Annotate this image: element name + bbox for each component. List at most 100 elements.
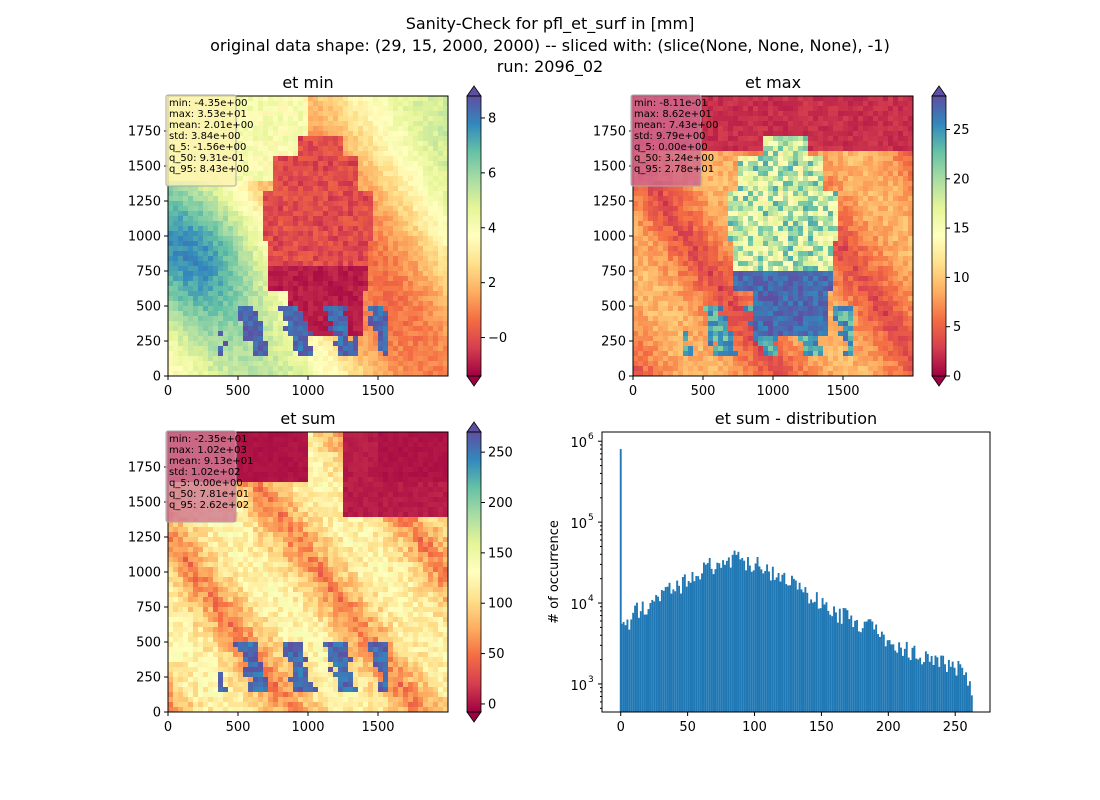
heatmap-cell xyxy=(443,226,449,232)
heatmap-cell xyxy=(748,341,754,347)
heatmap-cell xyxy=(668,236,674,242)
heatmap-cell xyxy=(443,106,449,112)
heatmap-cell xyxy=(713,181,719,187)
heatmap-cell xyxy=(243,236,249,242)
heatmap-cell xyxy=(188,201,194,207)
heatmap-cell xyxy=(268,186,274,192)
heatmap-cell xyxy=(633,241,639,247)
heatmap-cell xyxy=(418,161,424,167)
heatmap-cell xyxy=(403,241,409,247)
heatmap-cell xyxy=(268,126,274,132)
heatmap-cell xyxy=(378,171,384,177)
heatmap-cell xyxy=(363,266,369,272)
heatmap-cell xyxy=(233,271,239,277)
heatmap-cell xyxy=(633,191,639,197)
heatmap-cell xyxy=(308,156,314,162)
heatmap-cell xyxy=(753,311,759,317)
heatmap-cell xyxy=(343,201,349,207)
heatmap-cell xyxy=(328,151,334,157)
heatmap-cell xyxy=(708,136,714,142)
heatmap-cell xyxy=(668,331,674,337)
heatmap-cell xyxy=(278,261,284,267)
heatmap-cell xyxy=(738,261,744,267)
stats-line: min: -4.35e+00 xyxy=(169,98,248,109)
heatmap-cell xyxy=(413,171,419,177)
heatmap-cell xyxy=(358,141,364,147)
heatmap-cell xyxy=(378,226,384,232)
heatmap-cell xyxy=(418,116,424,122)
heatmap-cell xyxy=(393,311,399,317)
heatmap-cell xyxy=(233,216,239,222)
heatmap-cell xyxy=(203,251,209,257)
heatmap-cell xyxy=(398,106,404,112)
heatmap-cell xyxy=(698,186,704,192)
heatmap-cell xyxy=(743,286,749,292)
heatmap-cell xyxy=(298,116,304,122)
heatmap-cell xyxy=(413,131,419,137)
heatmap-cell xyxy=(198,291,204,297)
heatmap-cell xyxy=(263,116,269,122)
heatmap-cell xyxy=(303,281,309,287)
heatmap-cell xyxy=(433,101,439,107)
heatmap-cell xyxy=(268,336,274,342)
heatmap-cell xyxy=(253,186,259,192)
heatmap-cell xyxy=(633,341,639,347)
heatmap-cell xyxy=(228,336,234,342)
heatmap-cell xyxy=(178,336,184,342)
heatmap-cell xyxy=(238,261,244,267)
heatmap-cell xyxy=(258,141,264,147)
heatmap-cell xyxy=(323,156,329,162)
heatmap-cell xyxy=(238,216,244,222)
heatmap-cell xyxy=(398,141,404,147)
heatmap-cell xyxy=(273,326,279,332)
heatmap-cell xyxy=(278,196,284,202)
heatmap-cell xyxy=(408,206,414,212)
heatmap-cell xyxy=(723,346,729,352)
heatmap-cell xyxy=(753,276,759,282)
heatmap-cell xyxy=(203,216,209,222)
heatmap-cell xyxy=(263,111,269,117)
heatmap-cell xyxy=(248,321,254,327)
heatmap-cell xyxy=(248,151,254,157)
heatmap-cell xyxy=(658,361,664,367)
heatmap-cell xyxy=(658,311,664,317)
heatmap-cell xyxy=(193,356,199,362)
heatmap-cell xyxy=(788,341,794,347)
heatmap-cell xyxy=(273,281,279,287)
heatmap-cell xyxy=(748,201,754,207)
heatmap-cell xyxy=(738,306,744,312)
heatmap-cell xyxy=(703,211,709,217)
heatmap-cell xyxy=(188,311,194,317)
heatmap-cell xyxy=(228,216,234,222)
heatmap-cell xyxy=(393,251,399,257)
heatmap-cell xyxy=(313,346,319,352)
heatmap-cell xyxy=(433,171,439,177)
heatmap-cell xyxy=(183,346,189,352)
heatmap-cell xyxy=(423,301,429,307)
heatmap-cell xyxy=(673,216,679,222)
heatmap-cell xyxy=(258,361,264,367)
heatmap-cell xyxy=(788,156,794,162)
heatmap-cell xyxy=(778,286,784,292)
heatmap-cell xyxy=(403,136,409,142)
colorbar-tick-label: 4 xyxy=(488,221,496,236)
heatmap-cell xyxy=(213,371,219,377)
heatmap-cell xyxy=(398,176,404,182)
heatmap-cell xyxy=(358,146,364,152)
heatmap-cell xyxy=(403,141,409,147)
heatmap-cell xyxy=(653,241,659,247)
heatmap-cell xyxy=(663,206,669,212)
heatmap-cell xyxy=(278,141,284,147)
heatmap-cell xyxy=(773,261,779,267)
heatmap-cell xyxy=(223,306,229,312)
heatmap-cell xyxy=(268,111,274,117)
heatmap-cell xyxy=(643,326,649,332)
heatmap-cell xyxy=(443,121,449,127)
heatmap-cell xyxy=(778,246,784,252)
heatmap-cell xyxy=(418,366,424,372)
heatmap-cell xyxy=(658,336,664,342)
heatmap-cell xyxy=(723,216,729,222)
heatmap-cell xyxy=(688,261,694,267)
heatmap-cell xyxy=(323,176,329,182)
